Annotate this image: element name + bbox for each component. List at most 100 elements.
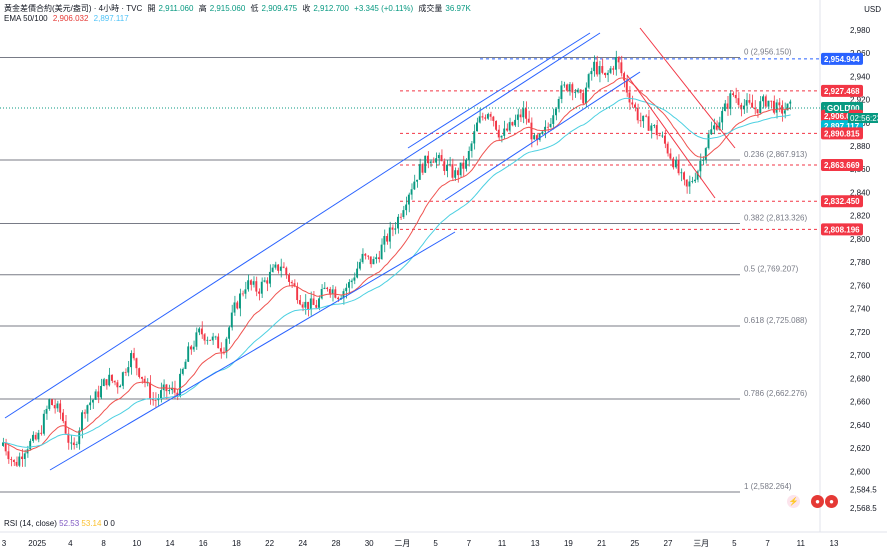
candle-body xyxy=(416,179,418,182)
candle-body xyxy=(516,114,519,120)
candle-body xyxy=(263,280,266,282)
rsi-legend[interactable]: RSI (14, close) 52.53 53.14 0 0 xyxy=(4,519,115,528)
candle-body xyxy=(268,271,271,284)
channel-trendline xyxy=(407,32,591,149)
y-tick-label: 2,780 xyxy=(850,258,871,267)
y-tick-label: 2,600 xyxy=(850,467,871,476)
candle-body xyxy=(546,126,549,128)
candle-body xyxy=(296,286,299,301)
candle-body xyxy=(685,179,688,187)
candle-body xyxy=(486,114,489,119)
y-tick-label: 2,660 xyxy=(850,398,871,407)
candle-body xyxy=(160,390,162,399)
candle-body xyxy=(173,387,176,393)
x-tick-label: 27 xyxy=(664,539,673,548)
price-badge-label: 2,832.450 xyxy=(824,197,860,206)
candle-body xyxy=(751,102,754,108)
candle-body xyxy=(176,392,179,397)
us-flag-event-icon[interactable]: ● xyxy=(811,495,824,508)
candle-body xyxy=(277,264,280,271)
candle-body xyxy=(625,80,628,93)
candle-body xyxy=(135,358,138,369)
candle-body xyxy=(94,391,97,400)
close-value: 2,912.700 xyxy=(313,4,349,13)
candle-body xyxy=(753,107,756,110)
ema-legend[interactable]: EMA 50/100 2,906.032 2,897.117 xyxy=(4,14,132,23)
candle-body xyxy=(772,100,775,113)
y-tick-label: 2,800 xyxy=(850,235,871,244)
candle-body xyxy=(713,125,715,130)
price-badge xyxy=(821,158,863,171)
candle-body xyxy=(514,119,517,126)
candle-body xyxy=(358,262,361,269)
channel-trendline xyxy=(4,32,601,419)
candle-body xyxy=(614,57,617,70)
candle-body xyxy=(279,266,282,271)
candle-body xyxy=(478,116,481,123)
candle-body xyxy=(699,160,702,172)
candle-body xyxy=(639,120,642,122)
y-tick-label: 2,720 xyxy=(850,328,871,337)
candle-body xyxy=(367,255,369,257)
candle-body xyxy=(397,216,399,229)
candle-body xyxy=(647,116,650,131)
candle-body xyxy=(593,61,596,72)
x-tick-label: 14 xyxy=(166,539,175,548)
change-value: +3.345 (+0.11%) xyxy=(354,4,414,13)
candle-body xyxy=(663,135,666,144)
candle-body xyxy=(138,368,141,377)
candle-body xyxy=(42,413,45,434)
price-badge xyxy=(821,52,863,65)
candle-body xyxy=(500,135,503,138)
y-tick-label: 2,584.5 xyxy=(850,485,877,494)
candle-body xyxy=(696,171,699,180)
price-badge-label: 2,927.468 xyxy=(824,87,860,96)
candle-body xyxy=(293,283,296,287)
lightning-icon[interactable]: ⚡ xyxy=(787,495,800,508)
candle-body xyxy=(620,62,623,74)
candle-body xyxy=(748,100,751,103)
candle-body xyxy=(228,327,231,339)
candle-body xyxy=(456,170,459,176)
candle-body xyxy=(21,456,23,460)
candle-body xyxy=(680,172,683,174)
x-tick-label: 10 xyxy=(132,539,141,548)
candle-body xyxy=(522,108,525,118)
candle-body xyxy=(255,281,258,292)
volume-value: 36.97K xyxy=(445,4,471,13)
candle-body xyxy=(767,100,770,107)
candle-body xyxy=(503,128,506,136)
candle-body xyxy=(707,134,710,149)
candle-body xyxy=(113,380,116,383)
candle-body xyxy=(2,442,4,446)
candle-body xyxy=(443,161,446,171)
candle-body xyxy=(511,122,514,126)
candle-body xyxy=(119,385,122,388)
x-tick-label: 3 xyxy=(2,539,7,548)
candle-body xyxy=(424,155,427,173)
symbol-title[interactable]: 黃金差價合約(美元/盎司) · 4小時 · TVC xyxy=(4,4,143,13)
candle-body xyxy=(53,405,56,409)
candle-body xyxy=(244,289,247,294)
us-flag-event-icon[interactable]: ● xyxy=(825,495,838,508)
candle-body xyxy=(691,181,694,182)
candle-body xyxy=(552,115,555,124)
candle-body xyxy=(334,289,337,298)
candle-body xyxy=(364,253,367,256)
candle-body xyxy=(584,87,587,104)
candle-body xyxy=(219,348,222,352)
candle-body xyxy=(249,280,252,285)
candle-body xyxy=(571,84,574,93)
candle-body xyxy=(579,89,582,93)
candle-body xyxy=(527,118,530,123)
candle-body xyxy=(323,287,326,290)
candle-body xyxy=(59,403,62,413)
candle-body xyxy=(612,68,615,70)
candle-body xyxy=(252,281,255,285)
x-tick-label: 18 xyxy=(232,539,241,548)
price-badge-label: 2,906.032 xyxy=(824,112,860,121)
x-tick-label: 25 xyxy=(630,539,639,548)
candle-body xyxy=(187,346,190,362)
candle-body xyxy=(560,85,563,100)
